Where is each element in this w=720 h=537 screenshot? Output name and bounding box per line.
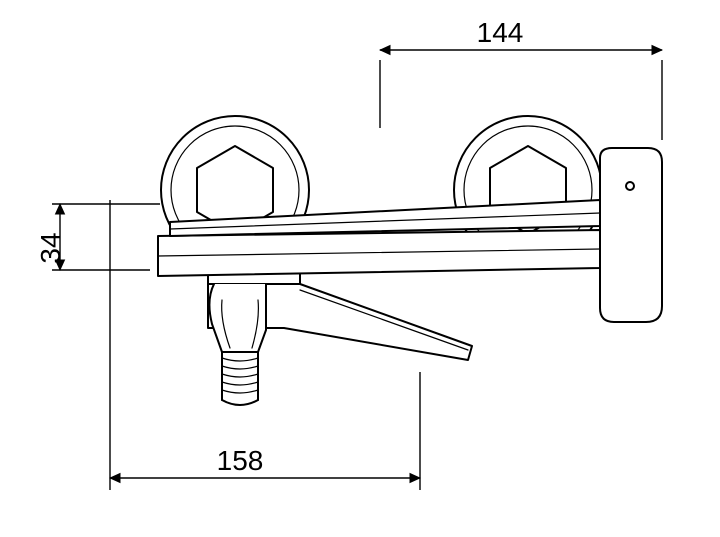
dim-left-value: 34 [35, 232, 66, 263]
threaded-outlet [222, 352, 258, 405]
faucet-outline [158, 116, 662, 405]
dim-bot-value: 158 [217, 445, 264, 476]
dim-top-value: 144 [477, 17, 524, 48]
indicator-pin [626, 182, 634, 190]
technical-drawing: 144 158 34 [0, 0, 720, 537]
cartridge-cap [600, 148, 662, 322]
